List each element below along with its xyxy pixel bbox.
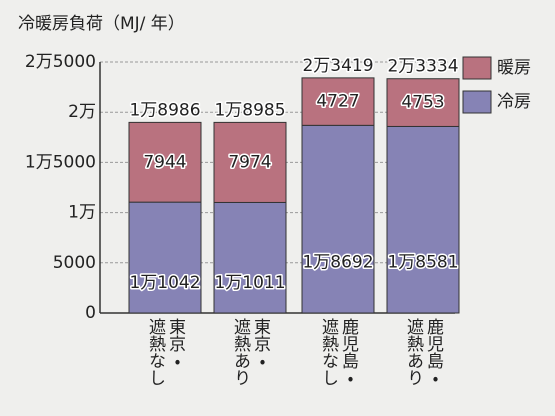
- value-label: 7974: [228, 152, 271, 172]
- total-label: 1万8986: [129, 100, 200, 120]
- value-label: 4753: [401, 93, 444, 113]
- bar-segment: [213, 121, 287, 203]
- y-tick-label: 1万5000: [25, 152, 96, 172]
- y-tick-label: 1万: [68, 203, 96, 223]
- legend-label: 暖房: [497, 58, 531, 78]
- value-label: 1万1042: [129, 273, 200, 293]
- value-label: 7944: [143, 152, 186, 172]
- y-tick-label: 2万5000: [25, 52, 96, 72]
- legend-swatch: [462, 56, 492, 80]
- bar-segment: [386, 78, 460, 127]
- y-tick-label: 5000: [53, 253, 96, 273]
- bar-segment: [213, 201, 287, 314]
- y-tick-label: 0: [85, 303, 96, 323]
- bar-segment: [301, 124, 375, 314]
- value-label: 4727: [316, 92, 359, 112]
- x-tick-label: 東京・ 遮熱あり: [230, 318, 270, 386]
- value-label: 1万8581: [387, 253, 458, 273]
- x-tick-label: 鹿児島・ 遮熱あり: [403, 318, 443, 386]
- value-label: 1万1011: [214, 273, 285, 293]
- x-tick-label: 鹿児島・ 遮熱なし: [318, 318, 358, 386]
- legend-swatch: [462, 90, 492, 114]
- value-label: 1万8692: [302, 252, 373, 272]
- total-label: 1万8985: [214, 100, 285, 120]
- chart-title: 冷暖房負荷（MJ/ 年）: [18, 14, 185, 34]
- bar-segment: [128, 201, 202, 314]
- bar-segment: [128, 121, 202, 203]
- y-tick-label: 2万: [68, 102, 96, 122]
- total-label: 2万3419: [302, 56, 373, 76]
- total-label: 2万3334: [387, 57, 458, 77]
- x-tick-label: 東京・ 遮熱なし: [145, 318, 185, 386]
- bar-segment: [301, 77, 375, 126]
- legend-label: 冷房: [497, 92, 531, 112]
- bar-segment: [386, 125, 460, 314]
